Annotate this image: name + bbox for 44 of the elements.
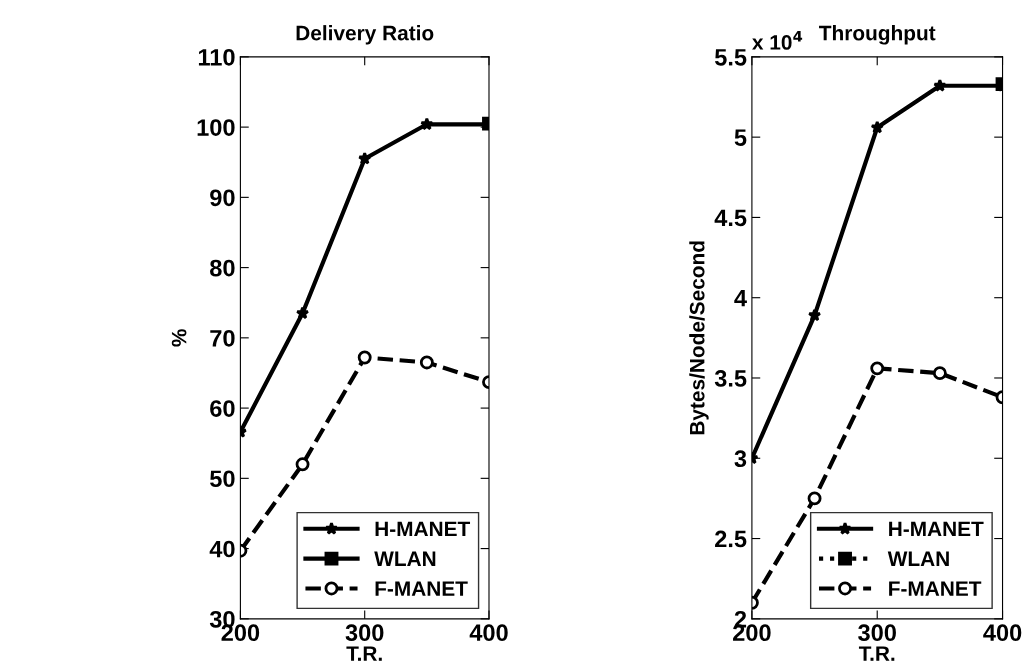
x-axis-title: T.R.: [858, 646, 895, 661]
point: [295, 457, 310, 472]
chart-title: Delivery Ratio: [296, 25, 434, 45]
y-tick-label: 3.5: [714, 370, 747, 387]
x-tick-label: 400: [983, 624, 1022, 642]
y-tick-label: 2.5: [715, 530, 747, 548]
point: [807, 308, 822, 322]
point: [870, 120, 884, 134]
legend-label: F-MANET: [375, 581, 468, 596]
y-axis-title: %: [171, 329, 187, 347]
y-tick-label: 50: [210, 470, 235, 488]
point: [420, 117, 434, 131]
y-tick-label: 4: [734, 290, 747, 307]
chart-title: Throughput: [819, 25, 936, 45]
y-tick-label: 100: [197, 119, 235, 136]
point: [419, 355, 434, 370]
y-tick-label: 40: [209, 540, 235, 558]
point: [933, 78, 947, 92]
x-tick-label: 400: [469, 624, 508, 642]
legend-label: WLAN: [887, 551, 949, 566]
y-tick-label: 3: [734, 450, 747, 468]
y-tick-label: 90: [210, 189, 235, 207]
legend-label: F-MANET: [889, 581, 982, 596]
y-tick-label: 5.5: [714, 49, 747, 66]
point: [357, 350, 372, 365]
y-tick-label: 70: [210, 329, 235, 347]
point: [295, 306, 310, 320]
point: [932, 366, 947, 381]
legend-label: H-MANET: [889, 521, 984, 537]
point: [358, 151, 372, 165]
y-tick-label: 110: [198, 48, 235, 66]
legend-label: WLAN: [374, 551, 436, 566]
x-tick-label: 300: [345, 624, 384, 642]
x-axis-title: T.R.: [346, 646, 382, 661]
y-tick-label: 60: [210, 400, 235, 417]
legend-label: H-MANET: [375, 521, 471, 537]
x-tick-label: 300: [858, 624, 896, 642]
y-tick-label: 4.5: [714, 209, 747, 227]
point: [870, 361, 885, 376]
y-tick-label: 5: [734, 129, 747, 146]
point: [807, 491, 822, 506]
text: x 10$^{4}$: [752, 30, 803, 50]
y-tick-label: 80: [210, 259, 235, 277]
y-axis-title: Bytes/Node/Second: [689, 241, 709, 435]
